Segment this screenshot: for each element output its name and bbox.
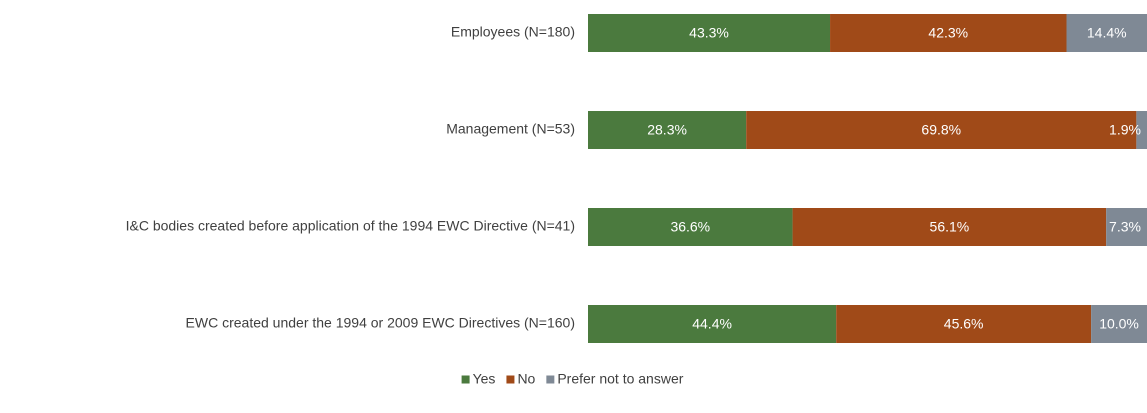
legend-swatch [506,375,515,384]
bar-segment [1066,14,1147,52]
bar-segment [792,208,1107,246]
data-label: 7.3% [1109,219,1141,235]
data-label: 56.1% [930,219,970,235]
bar-segment [746,111,1137,149]
data-label: 36.6% [670,219,710,235]
bar-segment [1106,208,1147,246]
category-label: Management (N=53) [446,121,575,137]
bar-segment [830,14,1067,52]
bar-segment [588,305,837,343]
legend-swatch [461,375,470,384]
category-label: I&C bodies created before application of… [126,218,575,234]
bar-segment [1136,111,1147,149]
bar-segment [836,305,1092,343]
data-label: 43.3% [689,25,729,41]
data-label: 14.4% [1087,25,1127,41]
bar-segment [588,14,831,52]
data-label: 45.6% [944,316,984,332]
legend-label: Prefer not to answer [557,371,683,387]
data-label: 28.3% [647,122,687,138]
data-label: 69.8% [921,122,961,138]
data-label: 44.4% [692,316,732,332]
legend-label: Yes [473,371,496,387]
data-label: 1.9% [1109,122,1141,138]
legend-label: No [517,371,535,387]
category-label: Employees (N=180) [451,24,575,40]
legend-swatch [546,375,555,384]
data-label: 42.3% [928,25,968,41]
category-label: EWC created under the 1994 or 2009 EWC D… [186,315,575,331]
bar-segment [588,208,793,246]
bar-segment [588,111,747,149]
bar-segment [1091,305,1147,343]
data-label: 10.0% [1099,316,1139,332]
